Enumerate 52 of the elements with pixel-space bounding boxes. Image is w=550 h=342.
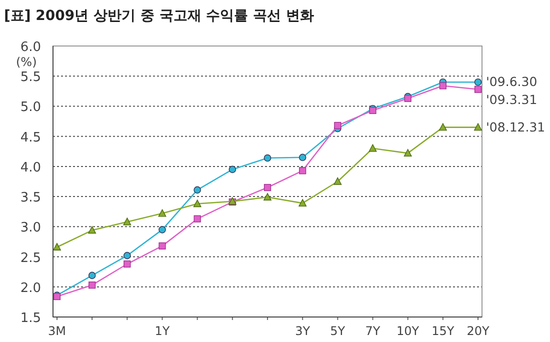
point xyxy=(194,215,201,222)
point xyxy=(158,226,166,234)
point xyxy=(474,86,482,93)
point xyxy=(299,167,306,174)
point xyxy=(53,242,61,250)
y-tick-label: 4.0 xyxy=(20,160,41,176)
point xyxy=(334,122,342,130)
point xyxy=(88,272,96,280)
point xyxy=(334,177,342,185)
y-tick-label: 2.0 xyxy=(20,280,41,296)
y-tick-label: 5.0 xyxy=(20,100,41,116)
y-axis-title: (%) xyxy=(16,55,37,69)
series-label: '09.6.30 xyxy=(486,74,538,90)
point xyxy=(88,282,96,289)
y-tick-label: 1.5 xyxy=(20,311,41,326)
x-tick-label: 10Y xyxy=(396,324,420,338)
point xyxy=(474,78,482,86)
point xyxy=(264,184,272,192)
y-tick-label: 2.5 xyxy=(20,250,41,266)
x-tick-label: 20Y xyxy=(466,324,490,338)
series-label: '08.12.31 xyxy=(486,119,546,134)
point xyxy=(404,149,412,157)
point xyxy=(158,242,166,250)
x-tick-label: 15Y xyxy=(432,324,455,338)
point xyxy=(194,186,201,194)
point xyxy=(264,154,272,162)
y-tick-label: 4.5 xyxy=(20,130,41,146)
x-tick-label: 1Y xyxy=(154,324,170,338)
point xyxy=(298,199,307,207)
point xyxy=(298,154,306,162)
x-tick-label: 5Y xyxy=(330,324,346,338)
point xyxy=(124,252,131,260)
x-tick-label: 3M xyxy=(48,324,66,338)
chart-title: [표] 2009년 상반기 중 국고재 수익률 곡선 변화 xyxy=(4,8,314,24)
y-tick-label: 3.5 xyxy=(20,190,41,206)
point xyxy=(474,123,482,131)
point xyxy=(158,209,166,217)
point xyxy=(439,82,446,90)
x-tick-label: 7Y xyxy=(365,324,381,338)
point xyxy=(88,226,96,234)
point xyxy=(438,123,447,131)
series-label: '09.3.31 xyxy=(486,92,538,108)
point xyxy=(193,200,202,208)
point xyxy=(124,260,131,268)
point xyxy=(264,193,272,201)
point xyxy=(368,144,377,152)
point xyxy=(228,166,236,174)
y-tick-label: 5.5 xyxy=(20,70,41,86)
point xyxy=(123,218,132,226)
y-tick-label: 6.0 xyxy=(20,40,41,55)
y-tick-label: 3.0 xyxy=(20,220,41,236)
x-tick-label: 3Y xyxy=(295,324,311,338)
